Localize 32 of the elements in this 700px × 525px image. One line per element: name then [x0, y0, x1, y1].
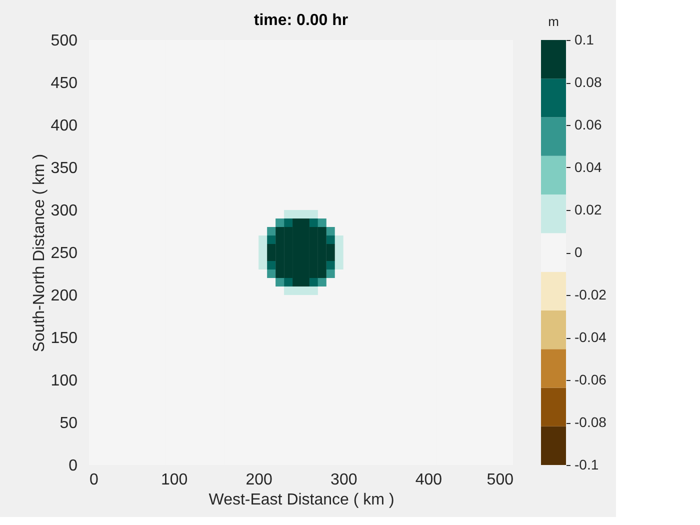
- y-tick-label: 400: [50, 118, 78, 134]
- y-tick-label: 500: [50, 32, 78, 50]
- y-tick-label: 150: [50, 330, 78, 347]
- x-axis-title: West-East Distance ( km ): [208, 492, 394, 508]
- color-bar-label: -0.1: [574, 456, 599, 472]
- color-bar-label: -0.04: [574, 329, 607, 345]
- x-tick-label: 0: [90, 472, 98, 488]
- x-tick-label: 200: [246, 472, 273, 488]
- x-tick-label: 100: [160, 472, 188, 488]
- chart-title: time: 0.00 hr: [254, 12, 348, 29]
- y-tick-label: 100: [50, 372, 78, 390]
- color-bar-label: 0.02: [574, 202, 602, 218]
- x-tick-label: 300: [330, 472, 358, 488]
- color-bar-label: 0.06: [574, 116, 602, 132]
- color-bar-label: 0: [574, 244, 582, 260]
- color-bar-title: m: [548, 14, 559, 29]
- y-tick-label: 350: [50, 160, 78, 177]
- color-bar-label: -0.02: [574, 286, 607, 302]
- color-bar-label: 0.04: [574, 159, 602, 175]
- y-tick-label: 200: [50, 288, 78, 304]
- y-tick-label: 300: [50, 202, 78, 220]
- color-bar-label: -0.06: [574, 372, 607, 388]
- y-tick-label: 450: [50, 75, 78, 92]
- y-tick-label: 250: [50, 245, 78, 262]
- y-tick-label: 0: [68, 458, 78, 474]
- color-bar-label: 0.08: [574, 74, 602, 90]
- color-bar-label: -0.08: [574, 414, 607, 430]
- x-tick-label: 500: [486, 472, 514, 488]
- y-tick-label: 50: [60, 415, 78, 432]
- x-tick-label: 400: [415, 472, 442, 488]
- color-bar-label: 0.1: [574, 32, 594, 48]
- y-axis-title: South-North Distance ( km ): [30, 154, 48, 352]
